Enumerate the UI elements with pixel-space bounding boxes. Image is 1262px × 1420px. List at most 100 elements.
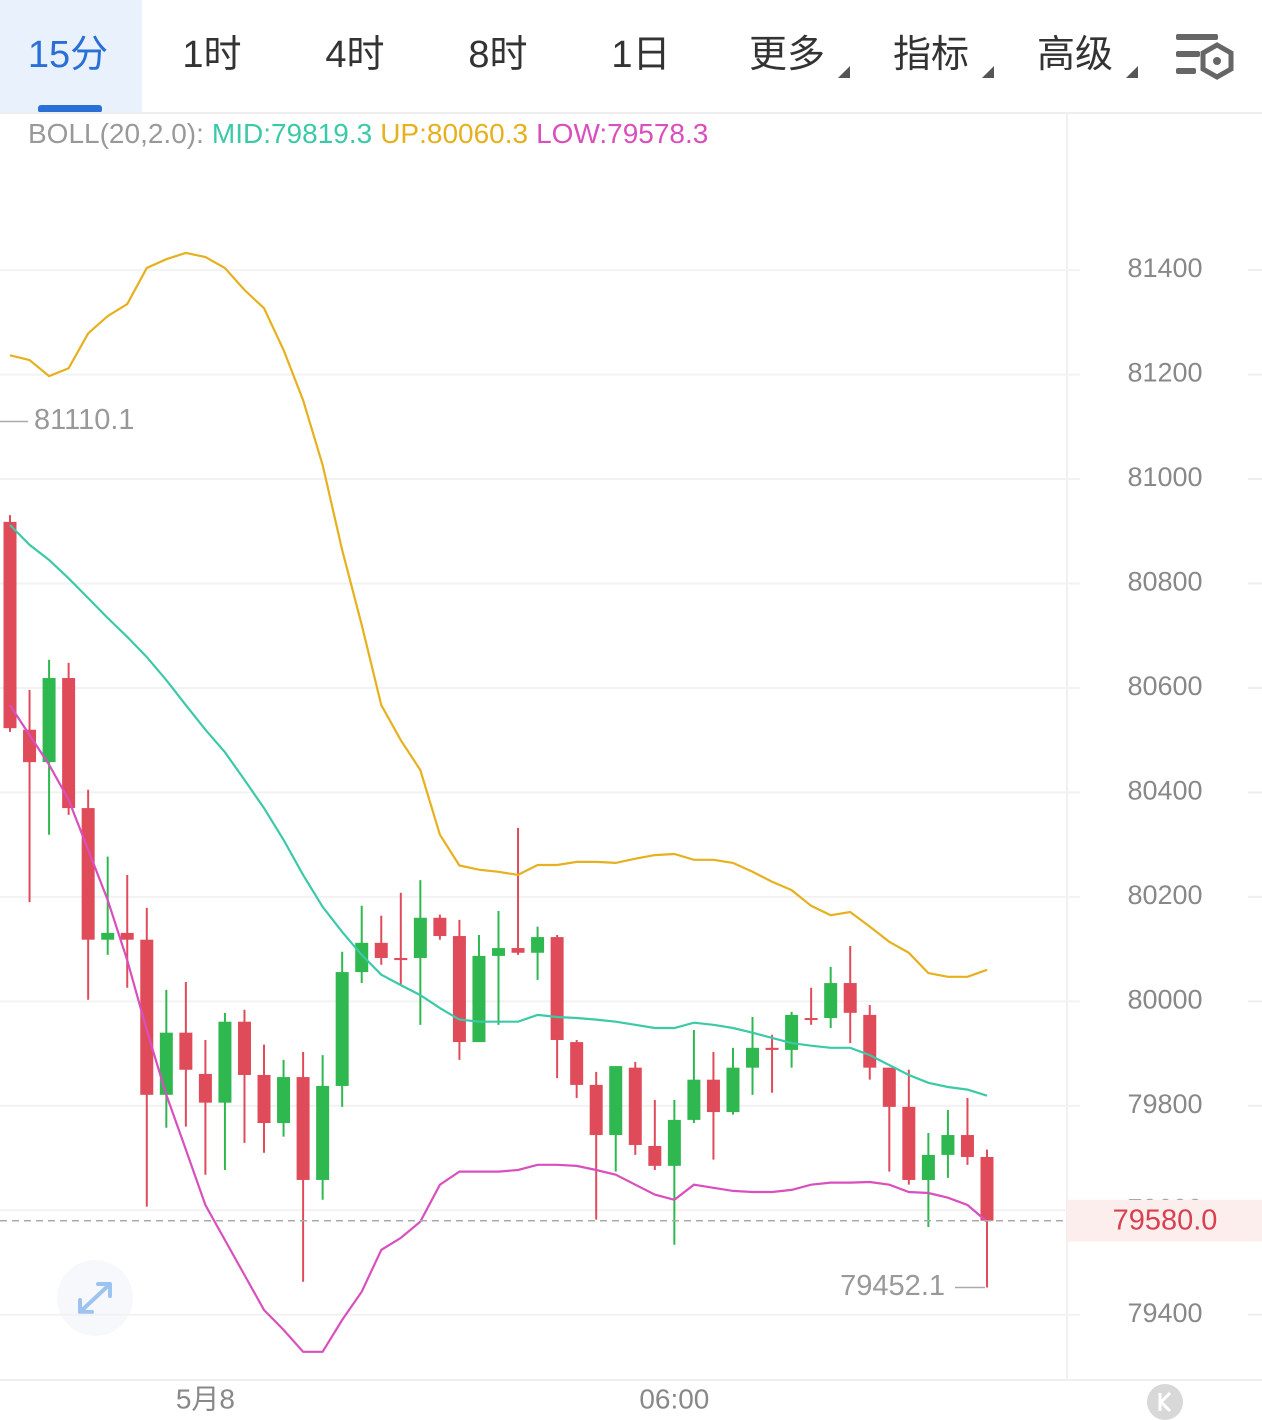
y-tick-label: 80800 (1127, 567, 1202, 597)
candle-body (902, 1106, 916, 1180)
candle-body (374, 942, 388, 958)
candle-body (804, 1018, 818, 1021)
last-price-label: 79580.0 (1113, 1204, 1218, 1236)
legend: BOLL(20,2.0): MID:79819.3 UP:80060.3 LOW:79… (28, 118, 708, 149)
y-tick-label: 79400 (1127, 1298, 1202, 1328)
candle-body (413, 917, 427, 958)
legend-entry: LOW:79578.3 (536, 118, 708, 149)
candle-body (531, 937, 545, 953)
k-icon (1158, 1391, 1172, 1413)
candle-body (23, 729, 37, 763)
tab[interactable]: 更多 (749, 34, 825, 76)
candle-body (81, 808, 95, 940)
dropdown-arrow (838, 66, 850, 78)
candle-body (394, 957, 408, 961)
dropdown-arrow (982, 66, 994, 78)
candle-body (3, 521, 17, 729)
boll-line (9, 251, 988, 978)
candle-body (687, 1079, 701, 1120)
y-tick-label: 80200 (1127, 880, 1202, 910)
candle-body (746, 1047, 760, 1068)
candle-body (355, 942, 369, 973)
candle-body (589, 1084, 603, 1136)
y-tick-label: 79800 (1127, 1089, 1202, 1119)
candle-body (277, 1077, 291, 1124)
candle-body (550, 937, 564, 1040)
candle-body (921, 1154, 935, 1180)
candle-body (198, 1073, 212, 1103)
tab[interactable]: 8时 (468, 34, 527, 76)
tab[interactable]: 指标 (893, 34, 969, 76)
y-tick-label: 81200 (1127, 358, 1202, 388)
candle-body (882, 1067, 896, 1107)
candle-body (628, 1067, 642, 1145)
candle-body (726, 1067, 740, 1113)
tab[interactable]: 1日 (611, 34, 670, 76)
tab[interactable]: 15分 (28, 34, 108, 76)
candle-body (42, 678, 56, 763)
candle-body (511, 948, 525, 953)
last-price-tag (1067, 1199, 1262, 1242)
candle-body (843, 983, 857, 1013)
x-tick-label: 5月8 (176, 1383, 235, 1414)
icon-hex (1200, 42, 1234, 80)
candle-body (335, 972, 349, 1086)
boll-line (9, 524, 988, 1097)
candle-body (257, 1074, 271, 1124)
icon-bar (1176, 68, 1196, 74)
y-tick-label: 80000 (1127, 984, 1202, 1014)
tab[interactable]: 4时 (325, 34, 384, 76)
y-tick-label: 80400 (1127, 776, 1202, 806)
y-tick-label: 80600 (1127, 671, 1202, 701)
k-bg (1147, 1384, 1183, 1420)
y-axis: 79400 79800 80000 80200 80400 80600 80800 81000… (1127, 253, 1202, 1328)
boll-line (9, 704, 988, 1353)
candle-body (980, 1156, 994, 1221)
tab-underline (38, 105, 102, 113)
candle-body (863, 1014, 877, 1068)
candle-body (824, 983, 838, 1019)
candle-body (667, 1119, 681, 1166)
candle-body (706, 1079, 720, 1113)
selected-tab-bg (0, 0, 142, 113)
settings-icon[interactable] (1176, 34, 1234, 80)
candle-body (296, 1077, 310, 1180)
tab[interactable]: 1时 (182, 34, 241, 76)
candle-body (433, 917, 447, 937)
y-tick-label: 81000 (1127, 462, 1202, 492)
candle-body (159, 1032, 173, 1095)
candle-body (472, 955, 486, 1043)
legend-entry: MID:79819.3 (212, 118, 372, 149)
candle-body (316, 1085, 330, 1180)
legend-entry: UP:80060.3 (380, 118, 528, 149)
y-tick-label: 81400 (1127, 253, 1202, 283)
candle-body (648, 1146, 662, 1166)
candle-body (941, 1135, 955, 1155)
candle-body (218, 1021, 232, 1103)
candle-body (101, 932, 115, 940)
dropdown-arrow (1126, 66, 1138, 78)
k-button[interactable] (1147, 1384, 1183, 1420)
candle-body (140, 939, 154, 1095)
candle-body (120, 932, 134, 940)
annotation-label: 79452.1 (840, 1270, 945, 1302)
expand-icon (78, 1282, 112, 1314)
candle-body (609, 1066, 623, 1136)
annotation-label: 81110.1 (34, 404, 135, 436)
candle-body (570, 1042, 584, 1085)
candle-body (237, 1021, 251, 1075)
candle-body (452, 936, 466, 1043)
candle-body (960, 1135, 974, 1157)
x-tick-label: 06:00 (639, 1383, 709, 1414)
icon-dot (1213, 57, 1221, 65)
expand-button[interactable] (57, 1260, 133, 1336)
indicator-label: BOLL(20,2.0): (28, 118, 204, 149)
tab[interactable]: 高级 (1037, 34, 1113, 76)
candle-body (179, 1032, 193, 1070)
icon-bar (1176, 51, 1200, 57)
candle-body (62, 678, 76, 809)
icon-bar (1176, 34, 1218, 40)
candle-body (765, 1047, 779, 1050)
